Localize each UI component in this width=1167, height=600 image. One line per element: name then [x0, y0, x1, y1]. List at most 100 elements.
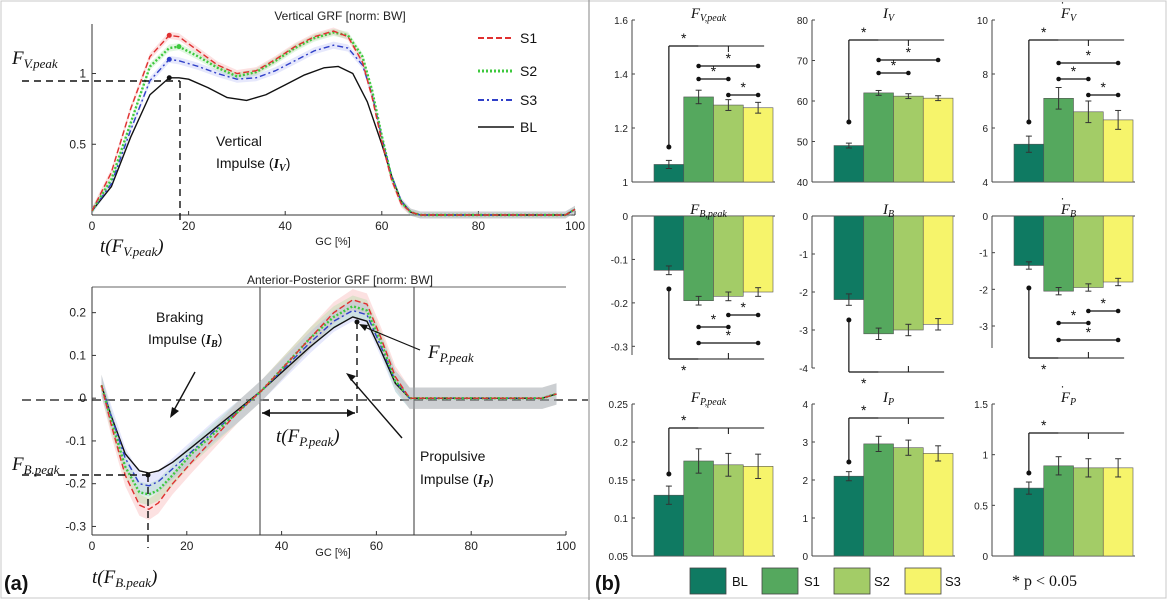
bar-s1 — [683, 460, 714, 557]
bar-y-tick-label: 1.5 — [974, 400, 988, 411]
significance-bracket-set: * * * * — [666, 286, 765, 378]
bar-s2 — [713, 104, 744, 183]
bar-y-tick-label: 1 — [982, 451, 988, 462]
bar-s1 — [863, 215, 894, 335]
bar-bl — [653, 215, 685, 271]
bar-y-tick-label: 0 — [802, 552, 808, 563]
bar-s1 — [1043, 465, 1074, 557]
apgrf-chart: 0 20 40 60 80 100 -0.3 -0.2 -0.1 0 0.1 0.2 Anterio… — [11, 273, 588, 590]
legend-swatch-s2 — [833, 567, 871, 595]
bar-chart-5: -4 -3 -2 -1 0 IB — [799, 202, 955, 375]
fp-peak-pointer-head — [359, 324, 368, 331]
vgrf-y-tick-label-0-5: 0.5 — [69, 137, 86, 151]
apgrf-y-tick-label-0-3: -0.3 — [65, 519, 86, 533]
bracket-dot — [1086, 308, 1091, 314]
bar-s3 — [922, 453, 954, 557]
bar-y-tick-label: 0 — [982, 552, 988, 563]
apgrf-x-tick-label-40: 40 — [275, 539, 289, 553]
vgrf-line-bl — [91, 65, 576, 216]
fp-peak-annotation: FP.peak — [427, 342, 474, 365]
bar-y-tick-label: -1 — [799, 250, 808, 261]
significance-bracket-set: * * * — [846, 24, 945, 125]
braking-impulse-line2: Impulse (IB) — [148, 331, 222, 350]
propulsive-impulse-line1: Propulsive — [420, 448, 486, 464]
significance-star: * — [741, 299, 747, 315]
vgrf-peak-dot-s1 — [166, 32, 172, 38]
bracket-dot — [696, 340, 701, 346]
bar-chart-title-dot: · — [1061, 0, 1065, 9]
significance-bracket-set: * — [846, 317, 945, 391]
significance-star: * — [681, 362, 687, 378]
apgrf-x-tick-label-20: 20 — [180, 539, 194, 553]
significance-star: * — [1086, 47, 1092, 63]
legend-text-s3: S3 — [945, 574, 961, 589]
bar-y-tick-label: 0 — [622, 212, 628, 223]
bracket-dot — [1056, 337, 1061, 343]
bar-s1 — [1043, 98, 1074, 183]
bracket-dot — [935, 57, 941, 63]
bar-s2 — [713, 215, 744, 297]
apgrf-y-tick-label-0-2: -0.2 — [65, 477, 86, 491]
bar-y-tick-label: 3 — [802, 438, 808, 449]
bar-y-tick-label: 40 — [797, 178, 809, 189]
vgrf-time-to-peak-annotation: t(FV.peak) — [100, 236, 164, 259]
significance-footnote: * p < 0.05 — [1012, 573, 1077, 590]
bar-s2 — [1073, 467, 1104, 557]
vgrf-peak-dot-s2 — [176, 44, 182, 50]
bracket-dot — [1026, 285, 1032, 291]
bracket-dot — [666, 471, 672, 477]
significance-brackets: * * * * * * * * * * * * * * * * * * * * * * * — [666, 24, 1125, 477]
vgrf-peak-dot-s3 — [166, 56, 172, 62]
bar-y-tick-label: 70 — [797, 57, 809, 68]
bar-y-tick-label: -2 — [979, 285, 988, 296]
panel-a-frame — [0, 0, 590, 599]
bar-chart-title: IV — [882, 6, 896, 24]
significance-bracket-set: * * * * — [1026, 285, 1125, 377]
bracket-dot — [1115, 60, 1121, 66]
bar-y-tick-label: 0.15 — [609, 476, 629, 487]
propulsive-arrow-shaft — [349, 377, 403, 439]
apgrf-x-tick-label-60: 60 — [370, 539, 384, 553]
vgrf-band-s3 — [92, 41, 575, 219]
bracket-dot — [906, 70, 911, 76]
bracket-dot — [1026, 119, 1032, 125]
apgrf-tpeak-arrowhead-left — [262, 409, 270, 417]
bracket-dot — [1115, 92, 1121, 98]
significance-star: * — [906, 44, 912, 60]
bar-y-tick-label: -0.3 — [611, 342, 629, 353]
bar-y-tick-label: 4 — [802, 400, 808, 411]
bar-s1 — [863, 443, 894, 557]
bar-y-tick-label: 1.4 — [614, 70, 628, 81]
bracket-dot — [1115, 337, 1121, 343]
significance-star: * — [861, 375, 867, 391]
significance-star: * — [681, 30, 687, 46]
bracket-dot — [846, 317, 852, 323]
bar-chart-title: FB,peak — [689, 202, 727, 220]
apgrf-y-tick-label-0-2: 0.2 — [69, 306, 86, 320]
vgrf-peak-annotation: FV.peak — [11, 48, 58, 71]
bar-y-tick-label: 4 — [982, 178, 988, 189]
bracket-dot — [876, 70, 881, 76]
significance-star: * — [726, 50, 732, 66]
panel-a-label: (a) — [4, 573, 28, 595]
bar-y-tick-label: 2 — [802, 476, 808, 487]
vgrf-impulse-line1: Vertical — [216, 133, 262, 149]
propulsive-arrow-head — [346, 373, 356, 381]
legend-swatch-s3 — [904, 567, 942, 595]
vgrf-x-tick-label-80: 80 — [472, 219, 486, 233]
legend-label-s3: S3 — [520, 92, 537, 108]
bracket-dot — [726, 76, 731, 82]
bar-chart-title-dot: · — [1061, 191, 1065, 205]
panel-b-label: (b) — [595, 573, 621, 595]
bar-bl — [1013, 215, 1045, 266]
legend-text-s2: S2 — [874, 574, 890, 589]
bar-y-tick-label: -1 — [979, 249, 988, 260]
bar-y-tick-label: 60 — [797, 97, 809, 108]
bar-chart-title: IP — [882, 390, 894, 408]
bar-chart-title: IB — [882, 202, 894, 220]
bar-s2 — [893, 447, 924, 557]
significance-star: * — [1101, 79, 1107, 95]
significance-bracket-set: * — [846, 402, 945, 465]
